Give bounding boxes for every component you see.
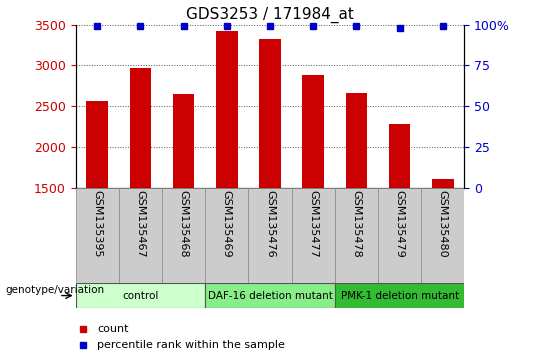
Bar xyxy=(162,188,205,283)
Text: count: count xyxy=(97,324,129,333)
Bar xyxy=(259,39,281,188)
Bar xyxy=(86,101,108,188)
Text: PMK-1 deletion mutant: PMK-1 deletion mutant xyxy=(341,291,458,301)
Bar xyxy=(130,68,151,188)
Bar xyxy=(335,188,378,283)
Text: DAF-16 deletion mutant: DAF-16 deletion mutant xyxy=(207,291,333,301)
Text: GSM135476: GSM135476 xyxy=(265,190,275,258)
Bar xyxy=(205,283,335,308)
Bar xyxy=(216,31,238,188)
Bar xyxy=(76,283,205,308)
Bar xyxy=(248,188,292,283)
Bar xyxy=(76,188,119,283)
Bar xyxy=(346,93,367,188)
Text: GSM135477: GSM135477 xyxy=(308,190,318,258)
Bar xyxy=(173,94,194,188)
Bar xyxy=(119,188,162,283)
Text: GSM135468: GSM135468 xyxy=(179,190,188,258)
Text: GSM135467: GSM135467 xyxy=(136,190,145,258)
Text: GSM135469: GSM135469 xyxy=(222,190,232,258)
Bar xyxy=(335,283,464,308)
Title: GDS3253 / 171984_at: GDS3253 / 171984_at xyxy=(186,7,354,23)
Bar xyxy=(292,188,335,283)
Bar xyxy=(389,124,410,188)
Bar xyxy=(302,75,324,188)
Text: GSM135478: GSM135478 xyxy=(352,190,361,258)
Text: GSM135479: GSM135479 xyxy=(395,190,404,258)
Text: percentile rank within the sample: percentile rank within the sample xyxy=(97,340,285,350)
Text: genotype/variation: genotype/variation xyxy=(5,285,105,295)
Bar xyxy=(432,179,454,188)
Text: GSM135395: GSM135395 xyxy=(92,190,102,258)
Bar xyxy=(378,188,421,283)
Text: control: control xyxy=(122,291,159,301)
Bar xyxy=(421,188,464,283)
Text: GSM135480: GSM135480 xyxy=(438,190,448,258)
Bar xyxy=(205,188,248,283)
